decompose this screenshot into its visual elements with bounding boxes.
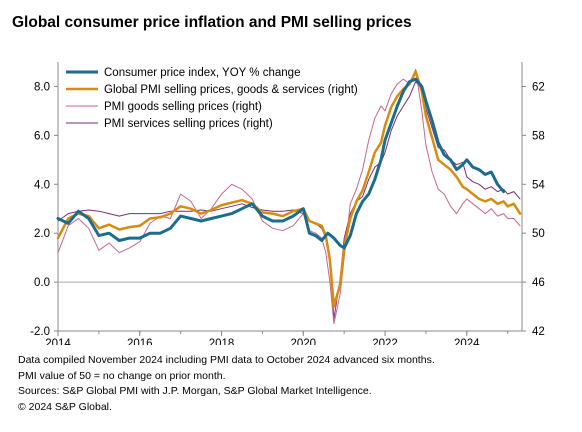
x-tick-label: 2024 [454, 338, 480, 345]
x-tick-label: 2018 [209, 338, 235, 345]
right-tick-label: 62 [532, 81, 545, 93]
footnotes: Data compiled November 2024 including PM… [18, 353, 435, 415]
legend: Consumer price index, YOY % change Global… [66, 67, 358, 130]
x-tick-label: 2014 [45, 338, 71, 345]
right-tick-label: 50 [532, 228, 545, 240]
left-tick-label: 2.0 [34, 228, 50, 240]
right-tick-label: 58 [532, 130, 545, 142]
legend-label: PMI goods selling prices (right) [104, 101, 262, 113]
legend-label: Global PMI selling prices, goods & servi… [104, 84, 358, 96]
legend-label: Consumer price index, YOY % change [104, 67, 300, 79]
x-tick-label: 2022 [372, 338, 398, 345]
footnote-line: PMI value of 50 = no change on prior mon… [18, 369, 435, 385]
left-tick-label: 8.0 [34, 81, 50, 93]
right-tick-label: 54 [532, 179, 545, 191]
footnote-line: © 2024 S&P Global. [18, 400, 435, 416]
footnote-line: Sources: S&P Global PMI with J.P. Morgan… [18, 384, 435, 400]
left-tick-label: -2.0 [30, 326, 50, 338]
left-tick-label: 4.0 [34, 179, 50, 191]
right-tick-label: 42 [532, 326, 545, 338]
legend-label: PMI services selling prices (right) [104, 118, 273, 130]
left-tick-label: 6.0 [34, 130, 50, 142]
footnote-line: Data compiled November 2024 including PM… [18, 353, 435, 369]
right-tick-label: 46 [532, 277, 545, 289]
x-tick-label: 2020 [290, 338, 316, 345]
left-tick-label: 0.0 [34, 277, 50, 289]
chart: -2.0 0.0 2.0 4.0 6.0 8.0 42 46 50 54 58 62 2014 2016 2… [0, 0, 582, 345]
x-tick-label: 2016 [127, 338, 153, 345]
